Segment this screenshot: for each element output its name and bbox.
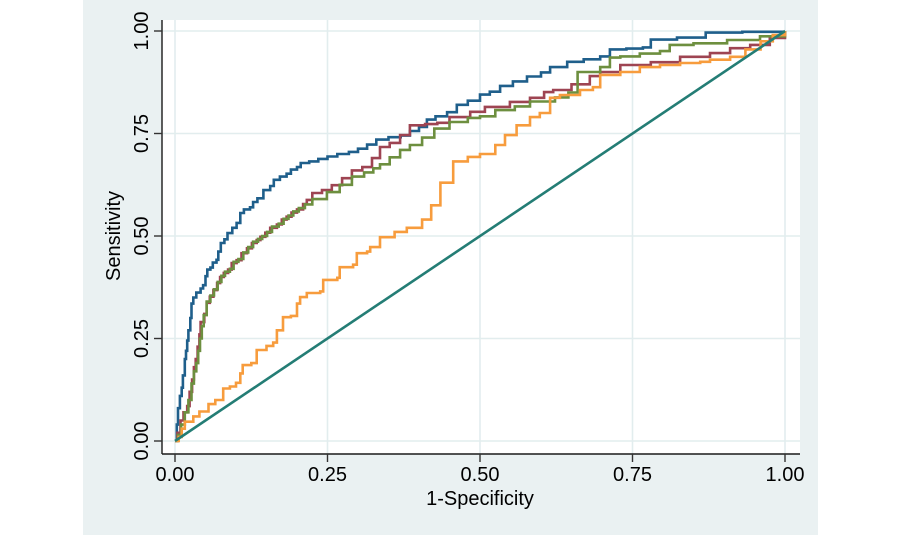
- roc-graph: 0.00 0.25 0.50 0.75 1.00 0.00 0.25 0.50 0.75 1.0…: [83, 0, 818, 535]
- svg-text:0.75: 0.75: [613, 464, 652, 486]
- roc-curves: [174, 29, 787, 443]
- roc-curve-green: [175, 31, 787, 443]
- roc-curve-maroon: [175, 31, 787, 443]
- svg-text:1.00: 1.00: [131, 12, 153, 51]
- roc-curve-blue: [175, 30, 787, 443]
- y-tick-labels: 0.00 0.25 0.50 0.75 1.00: [131, 12, 153, 461]
- axes: [161, 20, 800, 455]
- svg-text:0.25: 0.25: [131, 319, 153, 358]
- roc-curve-orange: [175, 31, 787, 443]
- svg-text:0.50: 0.50: [461, 464, 500, 486]
- roc-plot: 0.00 0.25 0.50 0.75 1.00 0.00 0.25 0.50 0.75 1.0…: [103, 12, 805, 510]
- svg-text:0.00: 0.00: [156, 464, 195, 486]
- tick-marks: [154, 30, 786, 462]
- svg-text:0.25: 0.25: [308, 464, 347, 486]
- svg-text:1.00: 1.00: [766, 464, 805, 486]
- svg-text:0.00: 0.00: [131, 422, 153, 461]
- x-tick-labels: 0.00 0.25 0.50 0.75 1.00: [156, 464, 805, 486]
- svg-text:0.50: 0.50: [131, 217, 153, 256]
- y-axis-title: Sensitivity: [103, 191, 125, 281]
- reference-diagonal: [174, 29, 786, 443]
- x-axis-title: 1-Specificity: [426, 488, 534, 510]
- svg-text:0.75: 0.75: [131, 114, 153, 153]
